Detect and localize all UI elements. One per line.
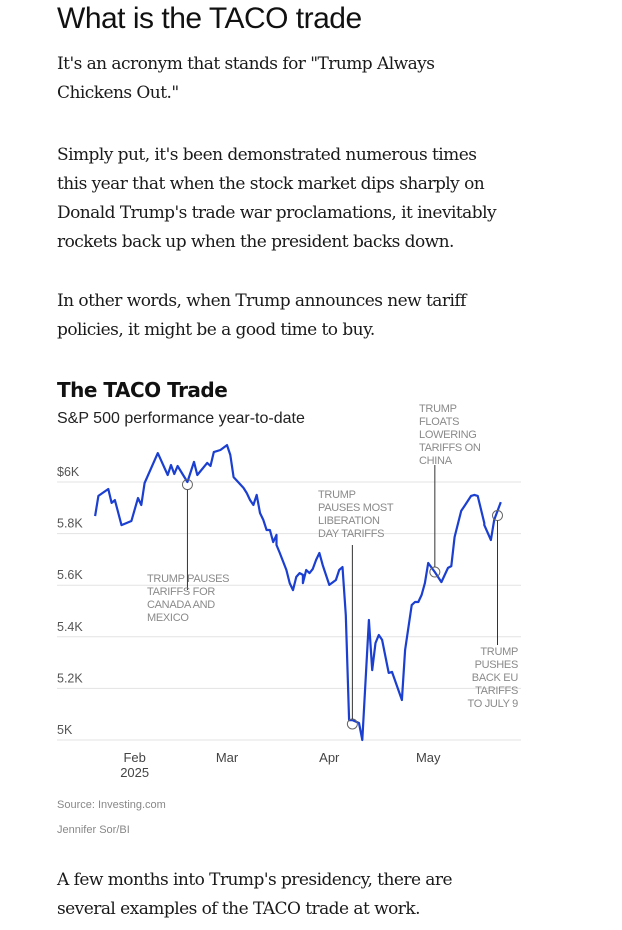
y-tick-label: 5.4K (57, 620, 83, 634)
text-line: Chickens Out." (57, 83, 179, 103)
paragraph-explanation: Simply put, it's been demonstrated numer… (57, 141, 527, 257)
annotation-text: PUSHES (475, 659, 518, 671)
annotation-text: TRUMP (480, 646, 518, 658)
annotation-text: BACK EU (472, 672, 519, 684)
x-tick-label: Feb (123, 750, 145, 765)
annotation-text: TO JULY 9 (468, 698, 519, 710)
text-line: Donald Trump's trade war proclamations, … (57, 203, 497, 223)
text-line: policies, it might be a good time to buy… (57, 320, 375, 340)
text-line: It's an acronym that stands for "Trump A… (57, 54, 435, 74)
x-tick-sublabel: 2025 (120, 765, 149, 780)
annotation-text: CANADA AND (147, 599, 215, 611)
annotation-text: CHINA (419, 455, 453, 467)
text-line: this year that when the stock market dip… (57, 174, 485, 194)
y-tick-label: 5.2K (57, 671, 83, 685)
text-line: rockets back up when the president backs… (57, 232, 454, 252)
text-line: In other words, when Trump announces new… (57, 291, 466, 311)
annotation-text: MEXICO (147, 612, 189, 624)
y-tick-label: 5K (57, 723, 73, 737)
chart-credit: Jennifer Sor/BI (57, 824, 130, 836)
x-tick-label: May (416, 750, 441, 765)
annotation-text: TRUMP PAUSES (147, 573, 229, 585)
y-tick-label: 5.8K (57, 517, 83, 531)
paragraph-other-words: In other words, when Trump announces new… (57, 287, 527, 345)
annotation-text: TARIFFS ON (419, 442, 481, 454)
y-tick-label: $6K (57, 465, 80, 479)
annotation-text: DAY TARIFFS (318, 528, 384, 540)
text-line: Simply put, it's been demonstrated numer… (57, 145, 477, 165)
x-tick-label: Mar (216, 750, 239, 765)
annotation-text: TARIFFS FOR (147, 586, 215, 598)
annotation-text: PAUSES MOST (318, 502, 394, 514)
chart-subtitle: S&P 500 performance year-to-date (57, 410, 305, 427)
annotation-text: LOWERING (419, 429, 477, 441)
text-line: several examples of the TACO trade at wo… (57, 899, 421, 919)
annotation-text: LIBERATION (318, 515, 380, 527)
annotation-text: TARIFFS (475, 685, 518, 697)
sp500-series-line (94, 444, 502, 742)
y-tick-label: 5.6K (57, 568, 83, 582)
section-heading: What is the TACO trade (57, 2, 362, 35)
text-line: A few months into Trump's presidency, th… (57, 870, 453, 890)
paragraph-closing: A few months into Trump's presidency, th… (57, 866, 527, 924)
paragraph-acronym: It's an acronym that stands for "Trump A… (57, 50, 527, 108)
x-tick-label: Apr (319, 750, 340, 765)
annotation-text: TRUMP (318, 489, 356, 501)
chart-source: Source: Investing.com (57, 799, 166, 811)
annotation-text: FLOATS (419, 416, 459, 428)
chart-title: The TACO Trade (57, 378, 228, 402)
annotation-text: TRUMP (419, 403, 457, 415)
